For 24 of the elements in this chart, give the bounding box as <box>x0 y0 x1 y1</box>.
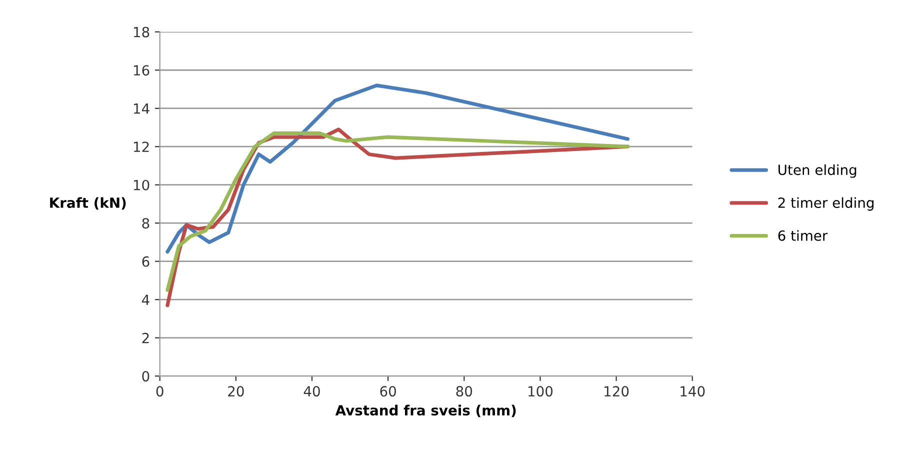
x-tick-label: 80 <box>456 386 472 397</box>
y-tick-label: 12 <box>134 142 149 152</box>
x-tick-label: 140 <box>680 386 705 397</box>
x-tick-label: 0 <box>156 386 164 397</box>
x-tick-label: 40 <box>304 386 320 397</box>
x-tick-label: 120 <box>604 386 629 397</box>
x-axis-title: Avstand fra sveis (mm) <box>335 404 516 418</box>
y-tick-label: 4 <box>142 294 150 305</box>
y-tick-label: 14 <box>134 104 150 114</box>
x-tick-label: 60 <box>380 386 396 397</box>
legend-label: 6 timer <box>778 230 828 241</box>
legend-label: 2 timer elding <box>778 197 874 211</box>
y-tick-label: 10 <box>134 180 150 190</box>
legend-label: Uten elding <box>778 164 856 178</box>
y-tick-label: 18 <box>134 26 150 38</box>
y-tick-label: 16 <box>134 65 150 76</box>
line-series <box>166 84 630 254</box>
x-tick-label: 20 <box>228 386 244 397</box>
x-tick-label: 100 <box>528 386 553 397</box>
y-tick-label: 0 <box>142 371 150 382</box>
y-axis-title: Kraft (kN) <box>50 197 126 210</box>
y-tick-label: 2 <box>142 332 149 344</box>
y-tick-label: 8 <box>142 218 150 229</box>
y-tick-label: 6 <box>142 256 150 267</box>
